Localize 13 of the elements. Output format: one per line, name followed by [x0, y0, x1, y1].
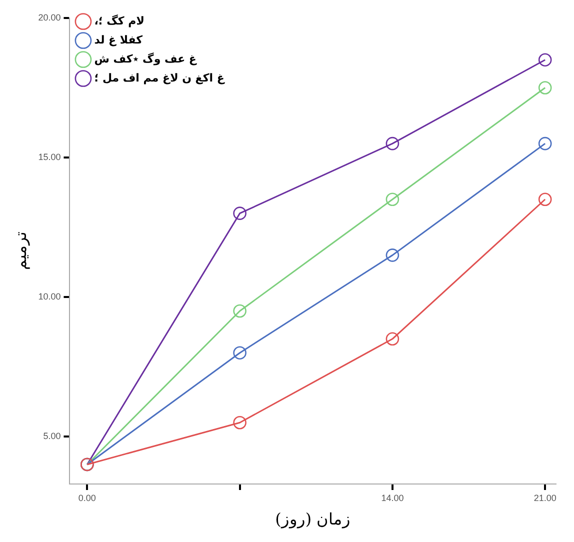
x-tick-label: 14.00 [381, 492, 404, 503]
y-tick-label: 20.00 [38, 12, 61, 22]
x-tick-label: 21.00 [534, 492, 556, 503]
x-tick-label: 0.00 [78, 492, 96, 503]
legend-label: ،لام کگ ؛ [94, 14, 144, 28]
y-tick-label: 5.00 [43, 431, 61, 442]
y-tick-label: 15.00 [38, 152, 61, 162]
y-tick-label: 10.00 [38, 292, 61, 302]
legend-label: غ عف وگ ٭کف ش [94, 52, 197, 66]
y-axis-title: ترمیم [10, 232, 30, 270]
legend-label: کفلا غ لد [94, 33, 144, 46]
x-axis-title: زمان (روز) [275, 510, 351, 529]
legend-label: غ اکغ ن لاغ مم اف مل ؛ [94, 71, 225, 84]
